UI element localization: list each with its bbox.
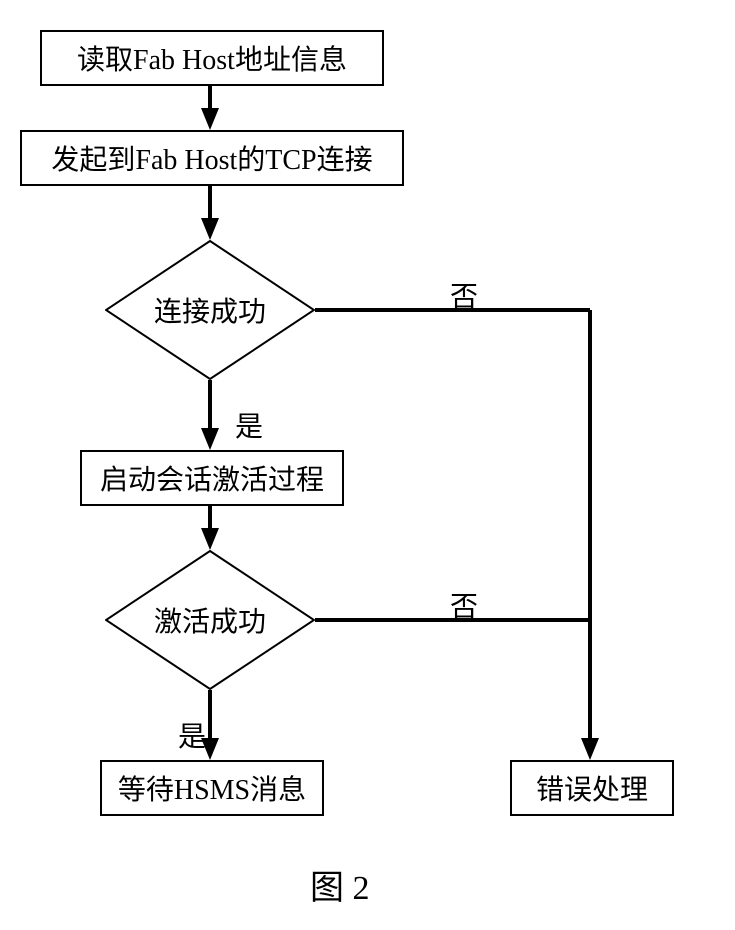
edge-label: 否 <box>450 585 478 625</box>
node-label: 连接成功 <box>154 290 266 330</box>
node-label: 错误处理 <box>536 768 648 808</box>
figure-caption: 图 2 <box>310 860 370 909</box>
caption-text: 图 2 <box>310 870 370 907</box>
node-label: 启动会话激活过程 <box>100 458 324 498</box>
node-start-session-activate: 启动会话激活过程 <box>80 450 344 506</box>
node-label: 发起到Fab Host的TCP连接 <box>51 138 372 178</box>
edge-label: 否 <box>450 275 478 315</box>
node-label: 读取Fab Host地址信息 <box>77 38 347 78</box>
flowchart-canvas: 读取Fab Host地址信息 发起到Fab Host的TCP连接 连接成功 启动… <box>0 0 735 930</box>
edge-label: 是 <box>178 715 206 755</box>
decision-conn-success: 连接成功 <box>105 240 315 380</box>
node-label: 激活成功 <box>154 600 266 640</box>
node-init-tcp-conn: 发起到Fab Host的TCP连接 <box>20 130 404 186</box>
node-error-handling: 错误处理 <box>510 760 674 816</box>
node-read-fabhost-addr: 读取Fab Host地址信息 <box>40 30 384 86</box>
node-wait-hsms-msg: 等待HSMS消息 <box>100 760 324 816</box>
decision-activate-success: 激活成功 <box>105 550 315 690</box>
edge-label: 是 <box>235 405 263 445</box>
node-label: 等待HSMS消息 <box>118 768 306 808</box>
